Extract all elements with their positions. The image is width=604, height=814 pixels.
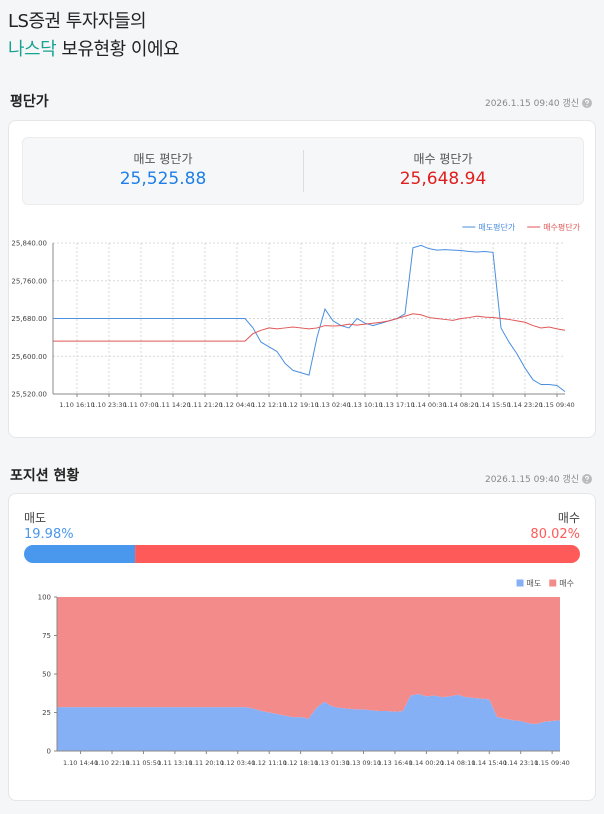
x-tick-label: 1.12 04:40 bbox=[219, 401, 254, 409]
y-tick-label: 25,520.00 bbox=[11, 391, 47, 399]
x-tick-label: 1.14 15:40 bbox=[472, 759, 507, 767]
position-chart: 0 25 50 75 100 1.10 14:401.10 22:101.11 05:50… bbox=[38, 579, 574, 767]
header-title: LS증권 투자자들의 나스닥 보유현황 이에요 bbox=[8, 8, 180, 64]
buy-avg: 매수 평단가 25,648.94 bbox=[303, 138, 583, 204]
x-tick-label: 1.11 14:20 bbox=[155, 401, 190, 409]
series-line bbox=[53, 313, 566, 342]
x-tick-label: 1.14 00:30 bbox=[411, 401, 446, 409]
y-tick-label: 50 bbox=[42, 671, 51, 679]
updated-text: 2026.1.15 09:40 갱신 bbox=[484, 475, 579, 485]
y-tick-label: 25 bbox=[42, 709, 51, 717]
buy-label: 매수 bbox=[557, 511, 580, 525]
legend-swatch bbox=[549, 579, 557, 587]
legend-swatch bbox=[516, 579, 524, 587]
x-tick-label: 1.10 22:10 bbox=[94, 759, 129, 767]
series-area bbox=[57, 597, 560, 725]
help-icon[interactable] bbox=[582, 97, 592, 108]
title-line1: LS증권 투자자들의 bbox=[8, 11, 147, 32]
updated: 2026.1.15 09:40 갱신 bbox=[485, 96, 592, 109]
title-line2: 나스닥 보유현황 이에요 bbox=[8, 36, 180, 64]
y-tick-label: 25,760.00 bbox=[11, 277, 47, 285]
x-tick-label: 1.12 11:10 bbox=[252, 759, 287, 767]
avg-price-chart: 25,520.00 25,600.00 25,680.00 25,760.00 25,8… bbox=[11, 222, 580, 409]
legend-label: 매수평단가 bbox=[543, 222, 580, 232]
x-tick-label: 1.14 08:20 bbox=[443, 401, 478, 409]
x-tick-label: 1.15 09:40 bbox=[539, 401, 574, 409]
x-tick-label: 1.11 20:10 bbox=[189, 759, 224, 767]
x-tick-label: 1.11 13:10 bbox=[157, 759, 192, 767]
x-tick-label: 1.10 14:40 bbox=[63, 759, 98, 767]
y-tick-label: 0 bbox=[47, 748, 51, 756]
x-tick-label: 1.13 01:30 bbox=[314, 759, 349, 767]
help-icon[interactable] bbox=[582, 473, 592, 484]
y-tick-label: 25,840.00 bbox=[11, 240, 47, 248]
y-tick-label: 100 bbox=[38, 594, 51, 602]
buy-avg-label: 매수 평단가 bbox=[413, 152, 473, 166]
section-title: 포지션 현황 bbox=[10, 468, 80, 484]
x-tick-label: 1.14 15:50 bbox=[475, 401, 510, 409]
sell-bar bbox=[24, 545, 136, 563]
x-tick-label: 1.10 16:10 bbox=[59, 401, 94, 409]
section-title: 평단가 bbox=[10, 94, 49, 110]
updated-text: 2026.1.15 09:40 갱신 bbox=[484, 99, 579, 109]
x-tick-label: 1.12 19:10 bbox=[283, 401, 318, 409]
avg-price-summary: 매도 평단가 25,525.88 매수 평단가 25,648.94 bbox=[22, 137, 584, 205]
updated: 2026.1.15 09:40 갱신 bbox=[485, 472, 592, 485]
x-tick-label: 1.13 17:10 bbox=[379, 401, 414, 409]
x-tick-label: 1.14 00:20 bbox=[409, 759, 444, 767]
sell-avg-label: 매도 평단가 bbox=[133, 152, 193, 166]
sell-avg-value: 25,525.88 bbox=[119, 169, 207, 189]
y-tick-label: 25,600.00 bbox=[11, 353, 47, 361]
series-area bbox=[57, 694, 560, 751]
series-line bbox=[53, 244, 566, 393]
x-tick-label: 1.15 09:40 bbox=[535, 759, 570, 767]
x-tick-label: 1.13 02:40 bbox=[315, 401, 350, 409]
legend-label: 매도평단가 bbox=[478, 222, 515, 232]
y-tick-label: 25,680.00 bbox=[11, 315, 47, 323]
x-tick-label: 1.11 21:20 bbox=[187, 401, 222, 409]
sell-avg: 매도 평단가 25,525.88 bbox=[23, 138, 303, 204]
buy-avg-value: 25,648.94 bbox=[399, 169, 487, 189]
x-tick-label: 1.11 05:50 bbox=[126, 759, 161, 767]
x-tick-label: 1.13 10:10 bbox=[347, 401, 382, 409]
x-tick-label: 1.12 03:40 bbox=[220, 759, 255, 767]
buy-bar bbox=[135, 545, 580, 563]
y-tick-label: 75 bbox=[42, 632, 51, 640]
x-tick-label: 1.10 23:30 bbox=[91, 401, 126, 409]
x-tick-label: 1.12 18:10 bbox=[283, 759, 318, 767]
divider bbox=[303, 150, 304, 192]
legend-label: 매도 bbox=[527, 579, 542, 588]
x-tick-label: 1.13 09:10 bbox=[346, 759, 381, 767]
buy-pct: 80.02% bbox=[530, 527, 580, 542]
x-tick-label: 1.14 23:20 bbox=[507, 401, 542, 409]
legend-label: 매수 bbox=[559, 579, 574, 588]
x-tick-label: 1.14 23:10 bbox=[503, 759, 538, 767]
x-tick-label: 1.14 08:10 bbox=[440, 759, 475, 767]
x-tick-label: 1.12 12:10 bbox=[251, 401, 286, 409]
ratio-bar bbox=[24, 545, 580, 563]
x-tick-label: 1.11 07:00 bbox=[123, 401, 158, 409]
x-tick-label: 1.13 16:40 bbox=[377, 759, 412, 767]
title-highlight: 나스닥 bbox=[8, 39, 57, 60]
sell-pct: 19.98% bbox=[24, 527, 74, 542]
title-rest: 보유현황 이에요 bbox=[61, 39, 180, 60]
sell-label: 매도 bbox=[24, 511, 47, 525]
